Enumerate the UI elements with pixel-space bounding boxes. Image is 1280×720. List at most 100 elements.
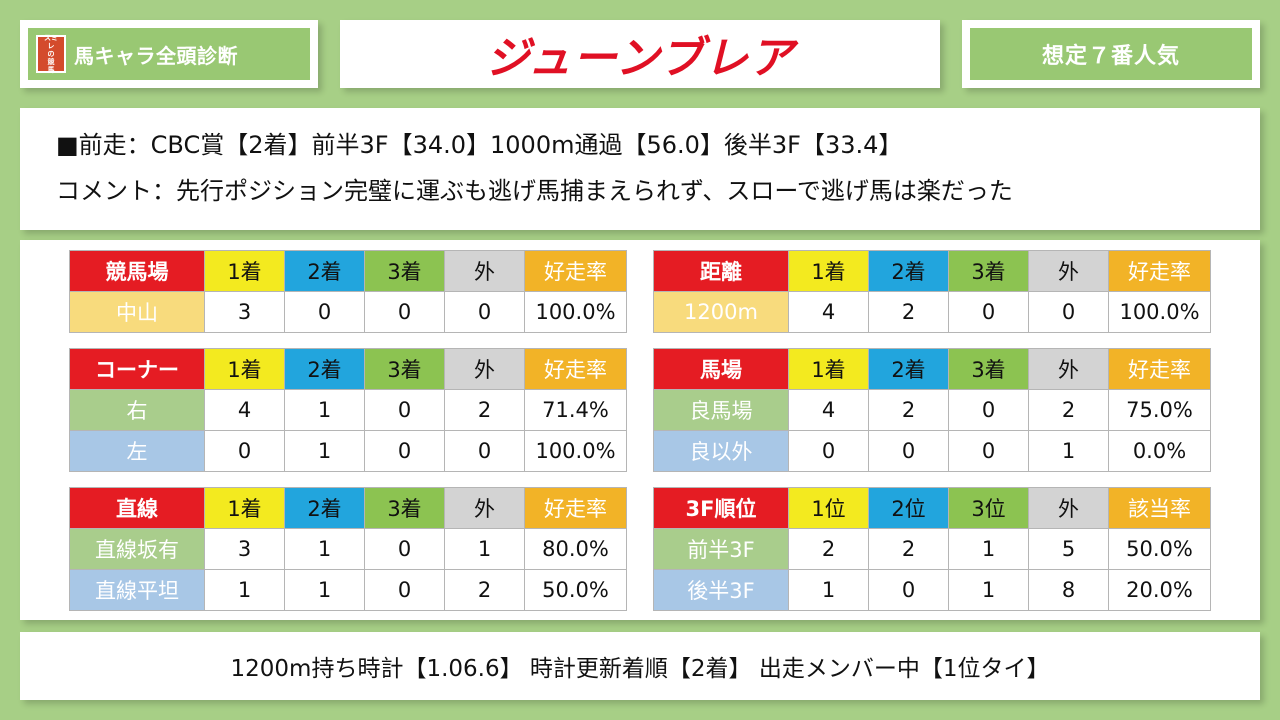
table-header-cell: 1着 [204,348,285,390]
rate-cell: 71.4% [524,389,627,431]
brand-panel: スミ レ の 競 馬 馬キャラ全頭診断 [20,20,318,88]
row-label-cell: 1200m [653,291,789,333]
count-cell: 4 [788,389,869,431]
count-cell: 2 [868,389,949,431]
row-label-cell: 後半3F [653,569,789,611]
table-title-cell: 距離 [653,250,789,292]
table-title-cell: 3F順位 [653,487,789,529]
table-row: 1200m 4 2 0 0 100.0% [653,291,1211,333]
table-header-cell: 3着 [364,348,445,390]
table-header-cell: 好走率 [524,487,627,529]
previous-race-info: ■前走：CBC賞【2着】前半3F【34.0】1000m通過【56.0】後半3F【… [20,108,1260,230]
count-cell: 0 [788,430,869,472]
logo-text-4: 競 [47,58,55,66]
logo-text-3: の [47,50,55,58]
table-header-cell: 2着 [284,250,365,292]
table-row: 良馬場 4 2 0 2 75.0% [653,389,1211,431]
table-header-cell: 2着 [284,487,365,529]
count-cell: 0 [364,389,445,431]
table-header-cell: 1着 [204,250,285,292]
table-header-cell: 外 [444,250,525,292]
count-cell: 0 [444,430,525,472]
table-header-cell: 好走率 [1108,348,1211,390]
count-cell: 0 [868,430,949,472]
comment-line: コメント：先行ポジション完璧に運ぶも逃げ馬捕まえられず、スローで逃げ馬は楽だった [56,177,1013,205]
table-header-cell: 2着 [868,250,949,292]
table-header-cell: 外 [1028,487,1109,529]
row-label-cell: 直線坂有 [69,528,205,570]
rate-cell: 100.0% [524,430,627,472]
table-title-cell: 直線 [69,487,205,529]
count-cell: 2 [788,528,869,570]
table-header-row: 馬場 1着 2着 3着外好走率 [653,348,1211,390]
brand-banner: スミ レ の 競 馬 馬キャラ全頭診断 [28,28,310,80]
count-cell: 1 [444,528,525,570]
table-header-row: 距離 1着 2着 3着外好走率 [653,250,1211,292]
row-label-cell: 右 [69,389,205,431]
count-cell: 8 [1028,569,1109,611]
table-header-cell: 2位 [868,487,949,529]
count-cell: 1 [284,528,365,570]
rate-cell: 100.0% [1108,291,1211,333]
count-cell: 0 [1028,291,1109,333]
rate-cell: 75.0% [1108,389,1211,431]
table-header-cell: 3着 [364,487,445,529]
table-header-cell: 3着 [364,250,445,292]
table-title-cell: 馬場 [653,348,789,390]
table-header-cell: 外 [1028,348,1109,390]
table-row: 直線坂有 3 1 0 1 80.0% [69,528,627,570]
stats-table-straight: 直線 1着 2着 3着外好走率 直線坂有 3 1 0 1 80.0% 直線平坦 1 1 0 2 50.0% [69,487,627,611]
table-header-cell: 2着 [284,348,365,390]
count-cell: 0 [444,291,525,333]
table-title-cell: 競馬場 [69,250,205,292]
table-header-cell: 1着 [788,250,869,292]
rate-cell: 50.0% [524,569,627,611]
logo: スミ レ の 競 馬 [36,34,66,74]
table-row: 良以外 0 0 0 1 0.0% [653,430,1211,472]
count-cell: 1 [788,569,869,611]
table-row: 右 4 1 0 2 71.4% [69,389,627,431]
popularity-label: 想定７番人気 [1041,44,1180,69]
table-header-cell: 1着 [204,487,285,529]
row-label-cell: 中山 [69,291,205,333]
rate-cell: 20.0% [1108,569,1211,611]
count-cell: 1 [1028,430,1109,472]
time-record-text: 1200m持ち時計【1.06.6】 時計更新着順【2着】 出走メンバー中【1位タ… [230,656,1050,682]
count-cell: 4 [788,291,869,333]
table-header-row: 競馬場 1着 2着 3着外好走率 [69,250,627,292]
table-header-row: 3F順位 1位 2位 3位外該当率 [653,487,1211,529]
table-header-cell: 好走率 [524,250,627,292]
row-label-cell: 良馬場 [653,389,789,431]
stats-table-corner: コーナー 1着 2着 3着外好走率右 4 1 0 2 71.4% 左 0 1 0 0 100.0% [69,348,627,472]
table-header-cell: 1位 [788,487,869,529]
table-header-cell: 好走率 [1108,250,1211,292]
count-cell: 2 [1028,389,1109,431]
previous-race-line: ■前走：CBC賞【2着】前半3F【34.0】1000m通過【56.0】後半3F【… [56,131,903,159]
count-cell: 0 [284,291,365,333]
row-label-cell: 直線平坦 [69,569,205,611]
rate-cell: 100.0% [524,291,627,333]
count-cell: 3 [204,291,285,333]
count-cell: 0 [364,528,445,570]
table-header-cell: 1着 [788,348,869,390]
table-row: 前半3F 2 2 1 5 50.0% [653,528,1211,570]
count-cell: 2 [444,569,525,611]
stats-table-distance: 距離 1着 2着 3着外好走率 1200m 4 2 0 0 100.0% [653,250,1211,333]
count-cell: 0 [364,291,445,333]
count-cell: 3 [204,528,285,570]
stats-table-rank3f: 3F順位 1位 2位 3位外該当率 前半3F 2 2 1 5 50.0% 後半3F 1 0 1 8 20.0% [653,487,1211,611]
count-cell: 0 [364,430,445,472]
count-cell: 0 [948,291,1029,333]
stats-table-ground: 馬場 1着 2着 3着外好走率 良馬場 4 2 0 2 75.0% 良以外 0 0 0 1 0.0% [653,348,1211,472]
table-header-cell: 3位 [948,487,1029,529]
table-row: 左 0 1 0 0 100.0% [69,430,627,472]
logo-text-5: 馬 [47,66,55,74]
table-row: 直線平坦 1 1 0 2 50.0% [69,569,627,611]
count-cell: 2 [444,389,525,431]
table-header-cell: 外 [444,487,525,529]
table-header-cell: 外 [444,348,525,390]
count-cell: 1 [948,569,1029,611]
count-cell: 1 [948,528,1029,570]
rate-cell: 80.0% [524,528,627,570]
popularity-panel: 想定７番人気 [962,20,1260,88]
